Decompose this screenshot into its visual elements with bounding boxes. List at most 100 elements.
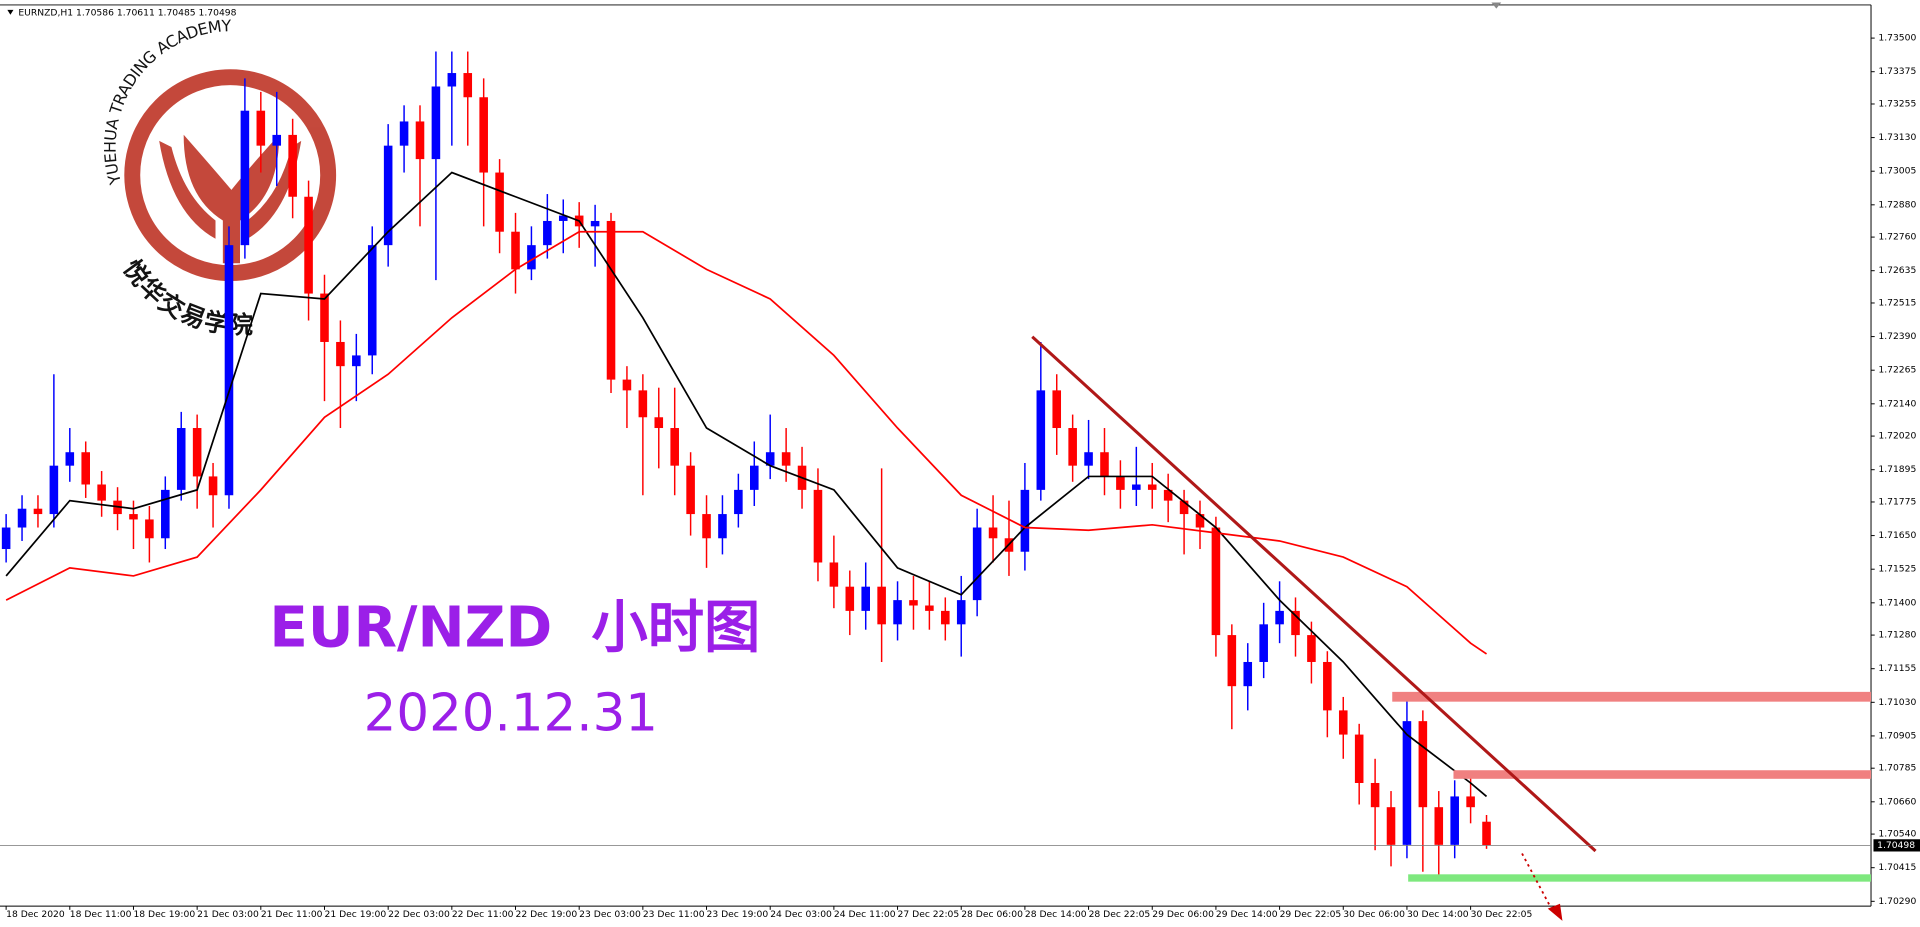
- y-tick-label: 1.73500: [1878, 33, 1916, 44]
- x-tick-label: 28 Dec 06:00: [961, 909, 1023, 920]
- y-tick-label: 1.71400: [1878, 597, 1916, 608]
- candle-body: [129, 514, 138, 520]
- x-tick-label: 29 Dec 22:05: [1280, 909, 1342, 920]
- candle-body: [479, 97, 488, 173]
- candle-body: [941, 610, 950, 625]
- x-tick-label: 21 Dec 11:00: [261, 909, 323, 920]
- candle-body: [208, 476, 218, 496]
- candle-body: [1084, 452, 1093, 466]
- y-tick-label: 1.72635: [1878, 265, 1916, 276]
- candle-body: [256, 110, 266, 146]
- candle-body: [1338, 710, 1348, 735]
- candle-body: [590, 220, 600, 227]
- y-tick-label: 1.70415: [1878, 862, 1916, 873]
- current-price-label: 1.70498: [1877, 840, 1915, 851]
- candle-body: [1, 527, 11, 550]
- candle-body: [33, 508, 43, 515]
- candle-body: [670, 428, 679, 466]
- x-tick-label: 24 Dec 03:00: [770, 909, 832, 920]
- candle-body: [1434, 807, 1444, 845]
- candle-body: [1418, 721, 1428, 808]
- x-tick-label: 28 Dec 22:05: [1089, 909, 1151, 920]
- x-tick-label: 21 Dec 03:00: [197, 909, 259, 920]
- candle-body: [447, 73, 457, 87]
- candle-body: [702, 514, 711, 539]
- candle-body: [877, 586, 886, 625]
- candle-body: [81, 452, 90, 485]
- x-tick-label: 30 Dec 06:00: [1343, 909, 1405, 920]
- x-tick-label: 23 Dec 03:00: [579, 909, 641, 920]
- candle-body: [1227, 635, 1237, 687]
- x-tick-label: 30 Dec 14:00: [1407, 909, 1469, 920]
- candle-body: [288, 134, 297, 197]
- candle-body: [1195, 514, 1205, 528]
- support-zone: [1408, 874, 1872, 882]
- candle-body: [1052, 390, 1062, 429]
- candle-body: [829, 562, 839, 587]
- candle-body: [686, 465, 695, 515]
- candle-body: [972, 527, 982, 601]
- candle-body: [65, 452, 75, 466]
- candle-body: [765, 452, 775, 466]
- candle-body: [463, 73, 473, 98]
- candle-body: [1211, 527, 1221, 636]
- x-tick-label: 27 Dec 22:05: [898, 909, 960, 920]
- resistance-zone: [1392, 691, 1872, 702]
- x-tick-label: 24 Dec 11:00: [834, 909, 896, 920]
- candle-body: [1323, 661, 1332, 711]
- candle-body: [192, 428, 202, 477]
- candle-body: [367, 245, 377, 356]
- candle-body: [399, 121, 409, 146]
- y-tick-label: 1.72020: [1878, 431, 1916, 442]
- candle-body: [909, 600, 918, 606]
- x-tick-label: 22 Dec 19:00: [516, 909, 578, 920]
- y-tick-label: 1.72390: [1878, 331, 1916, 342]
- chart-title: EUR/NZD 小时图: [269, 595, 760, 660]
- candle-body: [606, 220, 616, 380]
- x-tick-label: 21 Dec 19:00: [324, 909, 386, 920]
- y-tick-label: 1.71650: [1878, 530, 1916, 541]
- candle-body: [1020, 489, 1030, 552]
- projection-arrow: [1521, 853, 1554, 912]
- candle-body: [1179, 500, 1189, 515]
- candle-body: [304, 196, 313, 294]
- candle-body: [1243, 661, 1253, 687]
- y-tick-label: 1.70660: [1878, 796, 1916, 807]
- candle-body: [1036, 390, 1046, 490]
- candle-body: [622, 379, 632, 391]
- candle-body: [845, 586, 855, 611]
- y-tick-label: 1.72140: [1878, 398, 1916, 409]
- candle-body: [1275, 610, 1284, 625]
- y-tick-label: 1.70785: [1878, 763, 1916, 774]
- y-tick-label: 1.71895: [1878, 464, 1916, 475]
- candle-body: [272, 134, 282, 146]
- candle-body: [543, 220, 552, 246]
- arrow-head: [1547, 903, 1563, 921]
- candle-body: [1450, 796, 1459, 845]
- candle-body: [49, 465, 59, 515]
- x-tick-label: 28 Dec 14:00: [1025, 909, 1087, 920]
- candle-body: [1354, 734, 1364, 783]
- y-tick-label: 1.71775: [1878, 496, 1916, 507]
- candle-body: [1259, 624, 1268, 662]
- y-tick-label: 1.70905: [1878, 730, 1916, 741]
- candle-body: [1402, 721, 1412, 845]
- logo-plant: [183, 134, 280, 264]
- x-tick-label: 18 Dec 19:00: [133, 909, 195, 920]
- candle-body: [161, 489, 170, 539]
- y-tick-label: 1.73130: [1878, 132, 1916, 143]
- x-tick-label: 23 Dec 11:00: [643, 909, 705, 920]
- candle-body: [813, 489, 823, 563]
- y-tick-label: 1.73005: [1878, 166, 1916, 177]
- moving-average: [5, 171, 1488, 798]
- x-tick-label: 18 Dec 11:00: [70, 909, 132, 920]
- candle-body: [1466, 796, 1475, 808]
- trend-line: [1031, 335, 1597, 853]
- x-tick-label: 29 Dec 14:00: [1216, 909, 1278, 920]
- x-tick-label: 30 Dec 22:05: [1471, 909, 1533, 920]
- candle-body: [1291, 610, 1300, 636]
- candle-body: [1132, 484, 1141, 490]
- candle-body: [1100, 452, 1109, 477]
